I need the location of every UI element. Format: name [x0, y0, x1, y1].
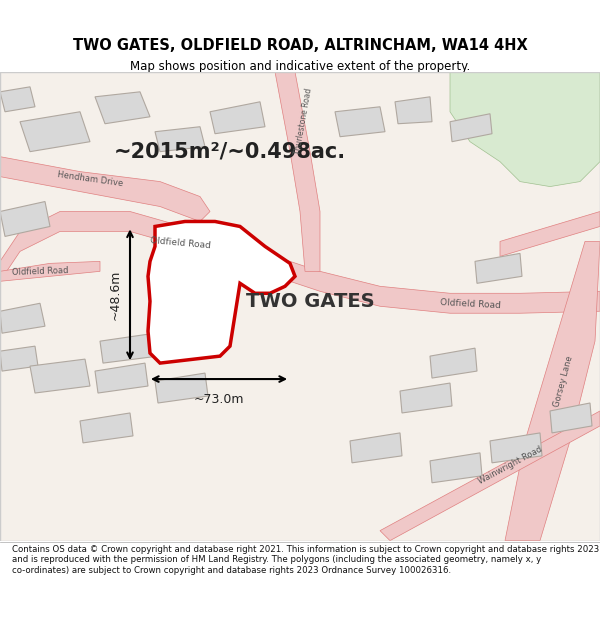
Polygon shape: [148, 221, 295, 363]
Text: ~73.0m: ~73.0m: [194, 393, 244, 406]
Text: TWO GATES, OLDFIELD ROAD, ALTRINCHAM, WA14 4HX: TWO GATES, OLDFIELD ROAD, ALTRINCHAM, WA…: [73, 38, 527, 53]
Polygon shape: [0, 157, 210, 221]
Polygon shape: [380, 411, 600, 541]
Text: Oldfield Road: Oldfield Road: [11, 266, 68, 277]
Polygon shape: [0, 201, 50, 236]
Polygon shape: [400, 383, 452, 413]
Text: Map shows position and indicative extent of the property.: Map shows position and indicative extent…: [130, 60, 470, 73]
Polygon shape: [95, 92, 150, 124]
Text: Hendham Drive: Hendham Drive: [56, 171, 124, 189]
Polygon shape: [0, 346, 38, 371]
Text: Wainwright Road: Wainwright Road: [476, 445, 544, 486]
Polygon shape: [270, 72, 320, 271]
Polygon shape: [430, 453, 482, 482]
Text: ~48.6m: ~48.6m: [109, 269, 122, 320]
Text: TWO GATES: TWO GATES: [245, 292, 374, 311]
Polygon shape: [0, 261, 100, 281]
Text: Thurlestone Road: Thurlestone Road: [293, 88, 313, 156]
Polygon shape: [80, 413, 133, 443]
Polygon shape: [350, 433, 402, 463]
Polygon shape: [335, 107, 385, 137]
Polygon shape: [0, 87, 35, 112]
Polygon shape: [0, 211, 600, 313]
Polygon shape: [20, 112, 90, 152]
Polygon shape: [100, 333, 158, 363]
Polygon shape: [550, 403, 592, 433]
Polygon shape: [490, 433, 542, 463]
Polygon shape: [430, 348, 477, 378]
Polygon shape: [155, 373, 208, 403]
Text: Oldfield Road: Oldfield Road: [439, 298, 500, 311]
Text: Gorsey Lane: Gorsey Lane: [552, 354, 574, 408]
Polygon shape: [500, 211, 600, 256]
Polygon shape: [155, 127, 205, 152]
Polygon shape: [475, 253, 522, 283]
Polygon shape: [450, 72, 600, 187]
Polygon shape: [395, 97, 432, 124]
Text: Contains OS data © Crown copyright and database right 2021. This information is : Contains OS data © Crown copyright and d…: [12, 545, 599, 574]
Text: Oldfield Road: Oldfield Road: [149, 236, 211, 251]
Polygon shape: [0, 303, 45, 333]
Polygon shape: [95, 363, 148, 393]
Polygon shape: [450, 114, 492, 142]
Polygon shape: [505, 241, 600, 541]
Text: ~2015m²/~0.498ac.: ~2015m²/~0.498ac.: [114, 142, 346, 162]
Polygon shape: [210, 102, 265, 134]
Polygon shape: [30, 359, 90, 393]
